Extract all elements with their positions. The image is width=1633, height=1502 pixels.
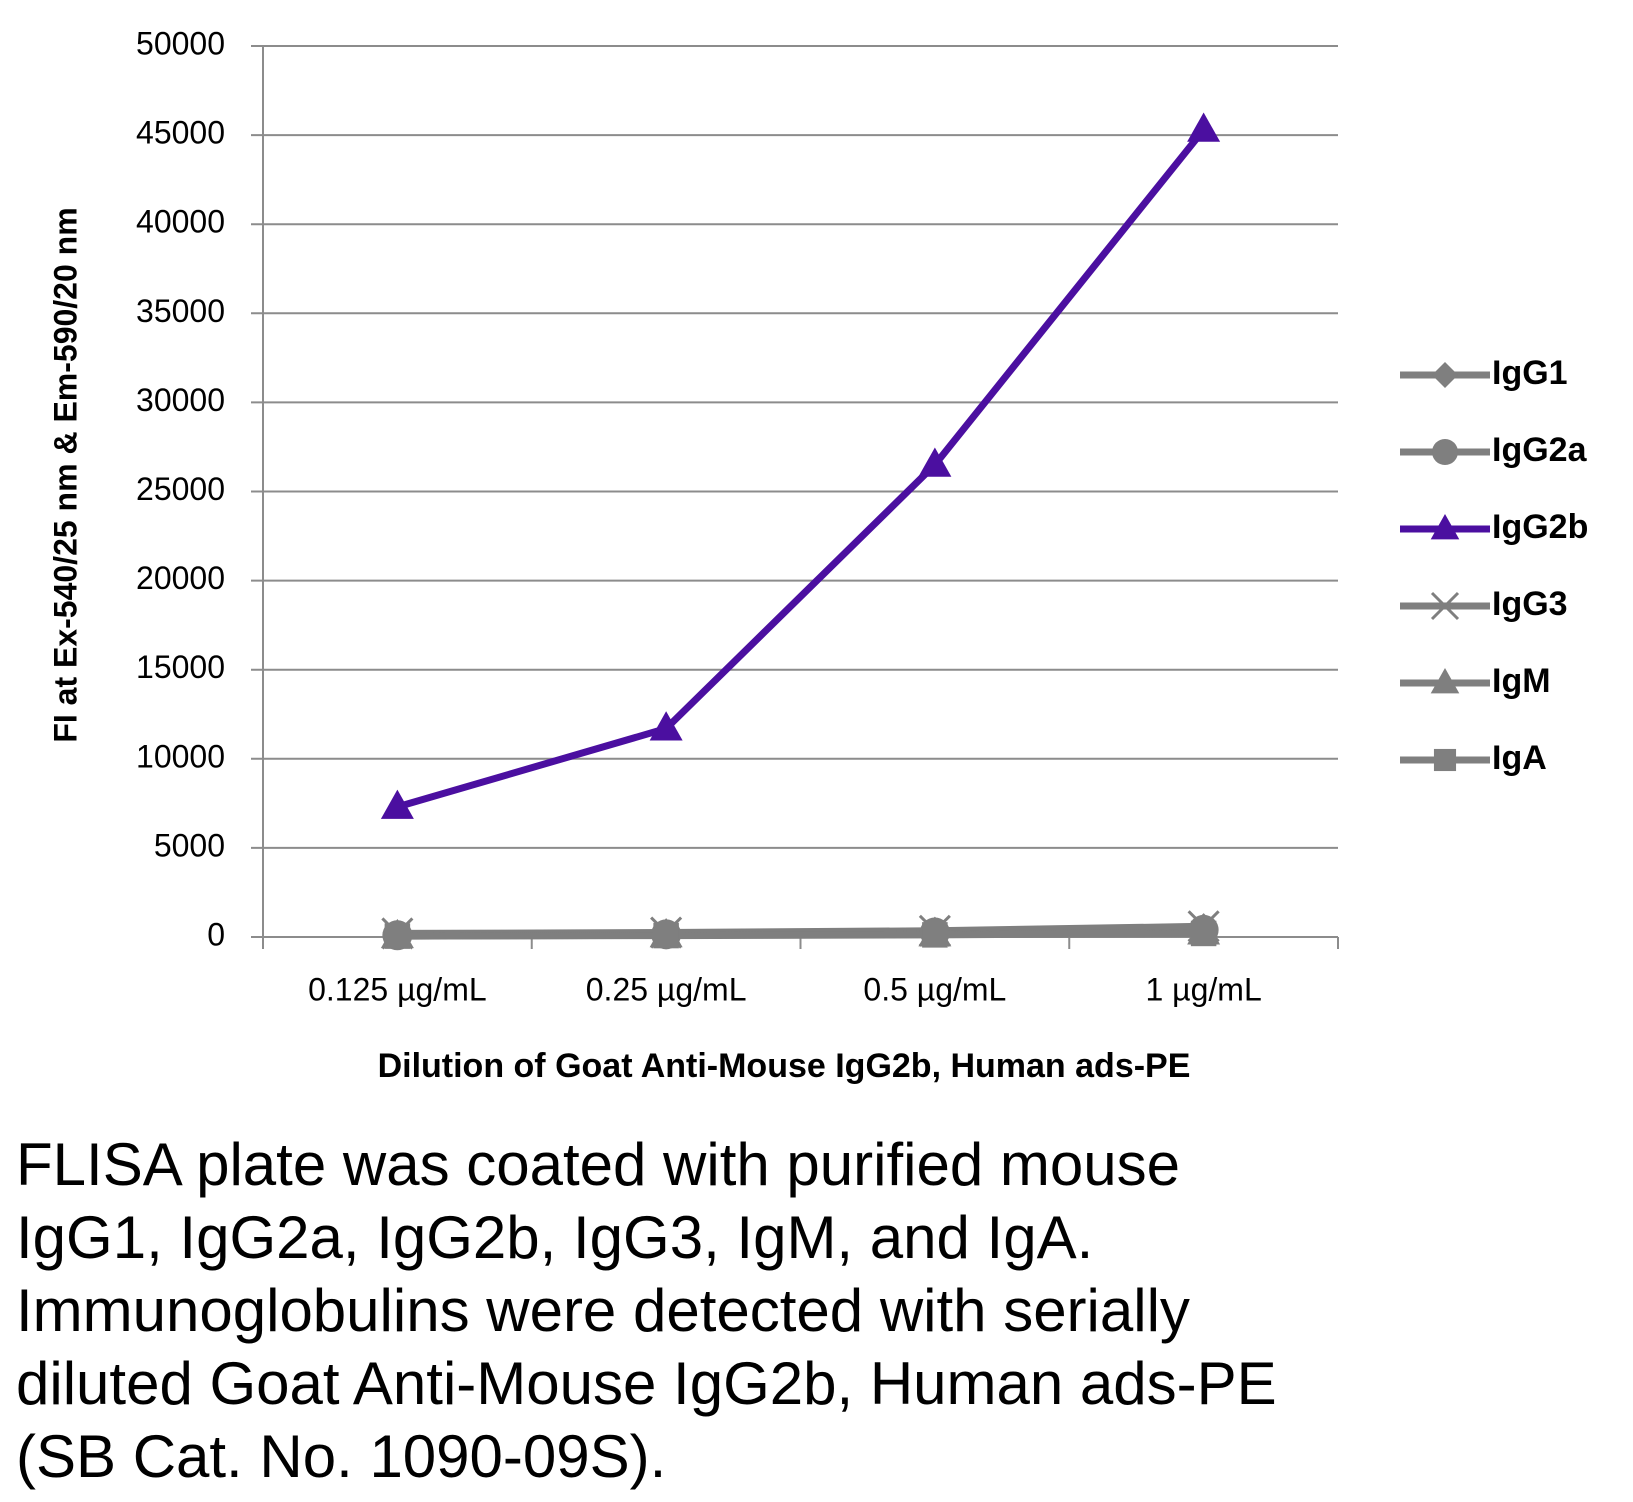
marker [1430, 668, 1460, 694]
marker [1430, 514, 1460, 540]
y-tick-label: 5000 [154, 827, 225, 863]
marker [1430, 591, 1460, 621]
legend-label: IgA [1492, 739, 1547, 777]
marker [1432, 439, 1458, 465]
y-axis-label: FI at Ex-540/25 nm & Em-590/20 nm [47, 207, 83, 742]
y-tick-label: 35000 [136, 293, 225, 329]
x-tick-label: 0.25 µg/mL [586, 971, 747, 1007]
marker [649, 711, 683, 741]
marker [1433, 748, 1457, 772]
marker [918, 447, 952, 477]
x-tick-label: 0.125 µg/mL [308, 971, 487, 1007]
series-line [397, 929, 1204, 940]
y-tick-label: 10000 [136, 738, 225, 774]
marker [1432, 362, 1458, 388]
caption-line: (SB Cat. No. 1090-09S). [16, 1423, 667, 1490]
y-tick-label: 40000 [136, 204, 225, 240]
y-tick-label: 45000 [136, 115, 225, 151]
y-tick-label: 25000 [136, 471, 225, 507]
marker [384, 923, 411, 949]
chart: FI at Ex-540/25 nm & Em-590/20 nm Diluti… [47, 25, 1588, 1085]
legend-label: IgM [1492, 662, 1551, 700]
caption-line: FLISA plate was coated with purified mou… [16, 1131, 1180, 1198]
legend-label: IgG1 [1492, 354, 1568, 392]
marker [1190, 920, 1217, 947]
y-tick-label: 0 [207, 916, 225, 952]
x-tick-label: 0.5 µg/mL [863, 971, 1006, 1007]
series-line [396, 127, 1207, 811]
legend-label: IgG3 [1492, 585, 1568, 623]
x-tick-label: 1 µg/mL [1145, 971, 1261, 1007]
y-tick-label: 20000 [136, 560, 225, 596]
legend-label: IgG2a [1492, 431, 1588, 469]
caption: FLISA plate was coated with purified mou… [16, 1128, 1277, 1493]
marker [380, 789, 414, 819]
caption-line: Immunoglobulins were detected with seria… [16, 1277, 1190, 1344]
marker [922, 922, 948, 948]
caption-line: IgG1, IgG2a, IgG2b, IgG3, IgM, and IgA. [16, 1204, 1094, 1271]
y-tick-label: 30000 [136, 382, 225, 418]
marker [1187, 112, 1221, 142]
x-axis-label: Dilution of Goat Anti-Mouse IgG2b, Human… [378, 1047, 1191, 1085]
caption-line: diluted Goat Anti-Mouse IgG2b, Human ads… [16, 1350, 1277, 1417]
y-tick-label: 50000 [136, 25, 225, 61]
marker [653, 922, 679, 949]
y-tick-label: 15000 [136, 649, 225, 685]
legend-label: IgG2b [1492, 508, 1588, 546]
